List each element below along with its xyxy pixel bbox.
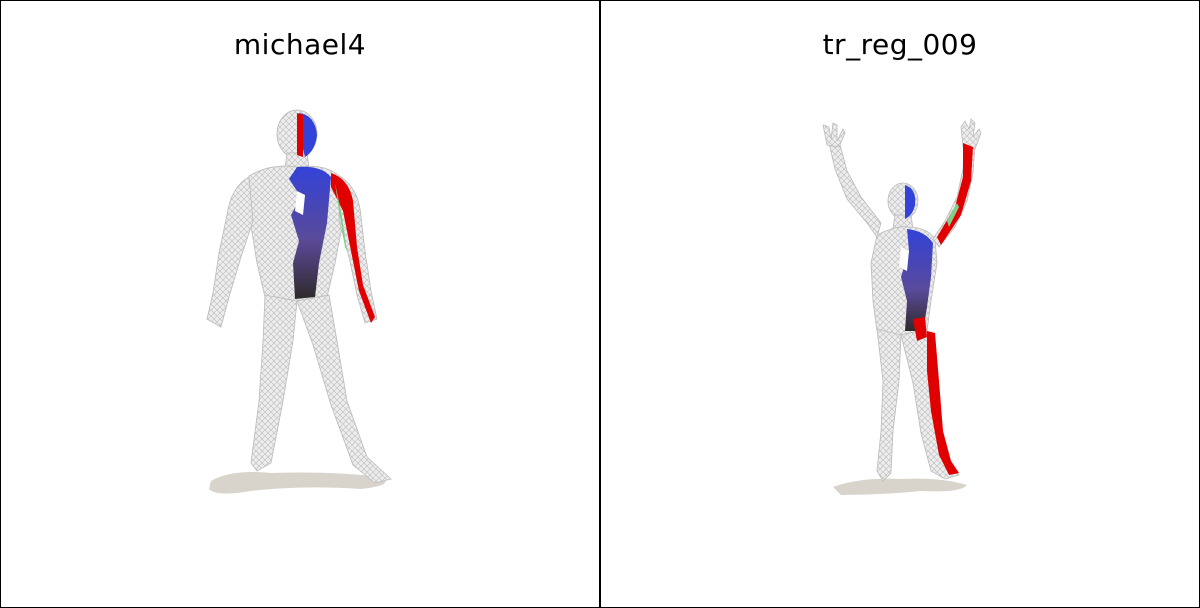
mesh-body xyxy=(828,140,976,482)
human-mesh-standing xyxy=(206,109,392,494)
head-overlay xyxy=(299,113,317,157)
leg-red-contour xyxy=(927,331,959,475)
arm-green-edge xyxy=(947,203,959,227)
panel-title-left: michael4 xyxy=(233,28,367,61)
hip-red-patch xyxy=(913,317,927,341)
mesh-hole xyxy=(899,247,909,271)
ground-shadow xyxy=(209,472,386,494)
panel-right: tr_reg_009 xyxy=(599,1,1199,607)
arm-green-edge xyxy=(335,183,347,251)
panel-left: michael4 xyxy=(1,1,599,607)
arm-red-contour xyxy=(331,173,375,323)
panel-title-right: tr_reg_009 xyxy=(822,28,978,61)
head-red-stripe xyxy=(297,113,303,157)
hands xyxy=(822,118,982,150)
mesh-hole xyxy=(295,191,305,215)
arm-red-contour xyxy=(937,143,973,245)
head-overlay xyxy=(905,185,916,219)
human-mesh-arms-raised xyxy=(822,118,982,495)
torso-overlay xyxy=(901,229,933,331)
ground-shadow xyxy=(833,478,967,495)
